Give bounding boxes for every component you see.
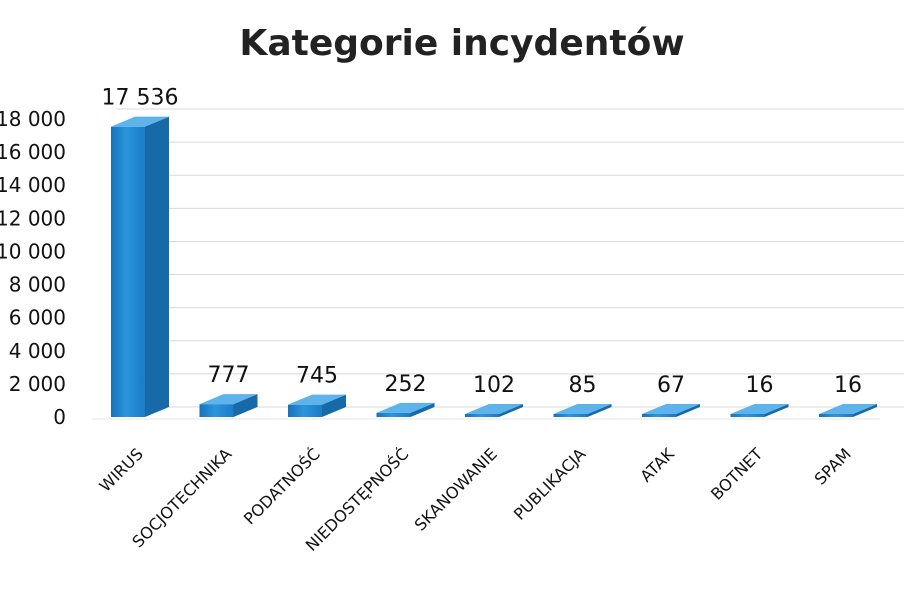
bar-top [376,402,435,413]
bar-side [853,404,877,417]
y-tick-label: 8 000 [9,273,66,297]
bar [553,404,612,417]
bar [199,394,258,417]
x-tick-label: ATAK [636,444,678,486]
y-tick-label: 18 000 [0,107,66,131]
bar [465,404,523,417]
bar-front [288,404,322,417]
bar [111,116,169,418]
x-tick-label: PODATNOŚĆ [240,444,324,528]
data-label: 16 [746,373,774,398]
x-tick-label: PUBLIKACJA [510,444,590,524]
data-label: 85 [569,373,597,398]
bar-front [199,404,234,417]
x-tick-label: WIRUS [96,444,147,495]
x-tick-label: SPAM [811,444,855,488]
bar-front [111,126,145,418]
bar-side [499,404,523,417]
value-labels: 17 536 777 745 252 102 85 67 16 16 [102,86,862,398]
data-label: 745 [296,364,338,389]
bar [642,404,700,417]
bar-side [764,404,789,417]
bar-top [288,394,346,405]
y-tick-label: 2 000 [9,372,66,396]
bar-side [676,404,700,417]
x-tick-label: BOTNET [707,444,766,503]
bar [288,394,346,417]
y-tick-label: 10 000 [0,239,66,263]
data-label: 16 [834,373,862,398]
y-tick-label: 16 000 [0,140,66,164]
y-axis: 0 2 000 4 000 6 000 8 000 10 000 12 000 14 000 1… [0,107,66,429]
bar [819,404,877,417]
bar-front [376,412,411,417]
bar-top [553,404,612,414]
data-label: 252 [385,372,427,397]
y-tick-label: 0 [53,405,66,429]
bar-side [145,116,169,418]
bar-top [819,404,877,414]
data-label: 17 536 [102,86,179,111]
bar [730,404,789,417]
bar [376,402,435,417]
chart-title: Kategorie incydentów [239,23,684,64]
bar-front [730,414,765,417]
bar-side [587,404,612,417]
bar-top [199,394,258,405]
bar-front [553,414,588,417]
bar-top [642,404,700,414]
data-label: 67 [657,373,685,398]
data-label: 102 [473,373,515,398]
y-tick-label: 14 000 [0,173,66,197]
bars [111,116,877,418]
bar-side [410,402,435,417]
data-label: 777 [208,363,250,388]
bar-front [465,414,499,417]
y-tick-label: 6 000 [9,306,66,330]
bar-top [465,404,523,414]
bar-side [233,394,258,417]
bar-side [322,394,346,417]
y-tick-label: 4 000 [9,339,66,363]
bar-front [642,414,676,417]
bar-top [111,116,169,127]
bar-top [730,404,789,414]
x-tick-label: SOCJOTECHNIKA [128,444,235,551]
gridlines [92,108,904,420]
y-tick-label: 12 000 [0,206,66,230]
bar-front [819,414,853,417]
x-tick-label: SKANOWANIE [411,444,501,534]
